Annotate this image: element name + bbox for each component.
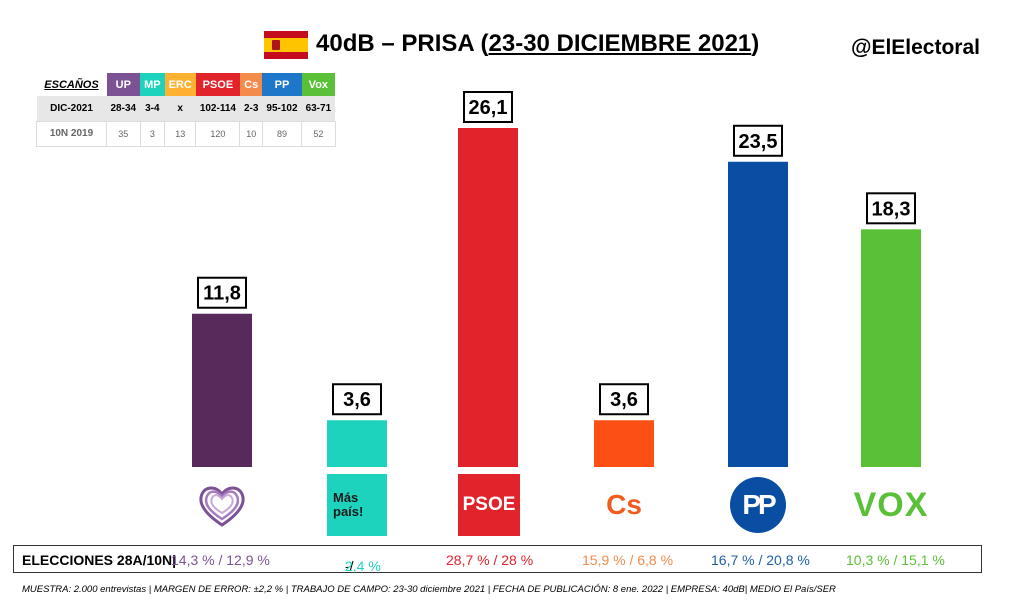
seats-row-10n-2019: 10N 2019 35 3 13 120 10 89 52 [36,120,336,147]
table-cell: 120 [195,120,241,147]
party-header-mp: MP [140,73,165,96]
table-cell: 35 [106,120,141,147]
value-label: 3,6 [610,389,638,411]
table-cell: 52 [301,120,336,147]
footnote: MUESTRA: 2.000 entrevistas | MARGEN DE E… [22,584,836,595]
party-header-up: UP [106,73,141,96]
value-label: 3,6 [343,389,371,411]
mas-pais-logo-line2: país! [333,504,364,519]
results-label: ELECCIONES 28A/10N| [22,552,177,568]
result-pp: 16,7 % / 20,8 % [711,552,810,568]
title-prefix: 40dB – PRISA ( [316,30,489,57]
seats-table: ESCAÑOS UP MP ERC PSOE Cs PP Vox DIC-202… [36,73,336,147]
bar-pp [728,161,788,467]
table-cell: 3-4 [140,96,165,121]
value-label: 11,8 [203,283,241,305]
seats-row-dic-2021: DIC-2021 28-34 3-4 x 102-114 2-3 95-102 … [36,96,336,121]
mas-pais-logo-icon: Más país! [327,474,387,536]
table-cell: 102-114 [195,96,240,121]
result-psoe: 28,7 % / 28 % [446,552,534,568]
table-cell: 89 [261,120,303,147]
value-label-box [866,192,916,225]
election-results-strip: ELECCIONES 28A/10N| 14,3 % / 12,9 % -/2,… [13,545,982,574]
result-up: 14,3 % / 12,9 % [171,552,270,568]
vox-logo-text: VOX [853,485,929,524]
result-vox: 10,3 % / 15,1 % [846,552,945,568]
result-cs: 15,9 % / 6,8 % [582,552,674,568]
bar-cs [594,420,654,467]
title-suffix: ) [751,30,760,57]
pp-logo-icon: PP [728,474,788,536]
pp-logo-text: PP [742,489,776,520]
row-label: 10N 2019 [36,120,107,147]
spain-flag-icon [264,31,308,59]
psoe-logo-icon: PSOE [458,474,520,536]
psoe-logo-text: PSOE [462,494,516,515]
party-header-cs: Cs [239,73,263,96]
value-label: 23,5 [739,131,778,153]
table-cell: 2-3 [239,96,263,121]
party-header-erc: ERC [164,73,196,96]
value-label-box [332,383,382,416]
table-cell: x [164,96,196,121]
table-cell: 3 [139,120,166,147]
party-header-psoe: PSOE [195,73,240,96]
row-label: DIC-2021 [36,96,107,121]
party-header-vox: Vox [301,73,336,96]
result-mp-value: 2,4 % [345,558,381,574]
party-header-pp: PP [262,73,302,96]
seats-header-row: ESCAÑOS UP MP ERC PSOE Cs PP Vox [36,73,336,96]
table-cell: 13 [164,120,197,147]
table-cell: 95-102 [262,96,302,121]
table-cell: 10 [239,120,263,147]
table-cell: 63-71 [301,96,336,121]
chart-title: 40dB – PRISA (23-30 DICIEMBRE 2021) [316,30,759,58]
table-cell: 28-34 [106,96,141,121]
cs-logo-text: Cs [606,489,642,520]
value-label: 18,3 [872,198,911,220]
value-label: 26,1 [469,97,508,119]
result-mp-prefix: -/ [345,558,354,574]
seats-label: ESCAÑOS [36,73,107,96]
up-logo-icon [192,474,252,536]
vox-logo-icon: VOX [846,474,936,536]
value-label-box [463,91,513,123]
value-label-box [599,383,649,416]
bar-psoe [458,128,518,467]
title-dates: 23-30 DICIEMBRE 2021 [488,30,752,57]
bar-up [192,313,252,467]
mas-pais-logo-line1: Más [333,490,359,505]
value-label-box [197,276,247,309]
source-handle: @ElElectoral [850,36,980,59]
cs-logo-icon: Cs [594,474,654,536]
value-label-box [733,124,783,157]
bar-vox [861,229,921,467]
bar-más-país [327,420,387,467]
